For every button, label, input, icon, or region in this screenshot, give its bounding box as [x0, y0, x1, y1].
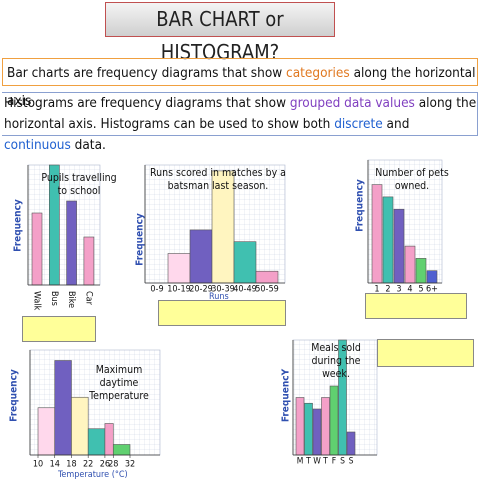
highlight: continuous [4, 137, 71, 153]
answer-box[interactable] [377, 339, 474, 367]
x-tick-label: 14 [50, 460, 60, 470]
text: along the horizontal axis [7, 65, 480, 109]
y-axis-label: Frequency [8, 369, 20, 422]
x-tick-label: 40-49 [233, 285, 257, 295]
x-tick-label: 10-19 [167, 285, 191, 295]
bar [87, 428, 106, 456]
chart-title: Pupils travelling to school [41, 172, 117, 197]
bar [404, 245, 416, 284]
bar [189, 229, 213, 284]
bar [393, 208, 405, 284]
bar [54, 360, 72, 456]
x-axis-label: Temperature (°C) [58, 470, 128, 480]
bar [167, 253, 191, 284]
bar [321, 397, 330, 456]
bar-chart-definition: Bar charts are frequency diagrams that s… [2, 58, 478, 109]
bar [329, 385, 339, 456]
bar [312, 408, 322, 456]
x-tick-label: 26 [100, 460, 110, 470]
bar [66, 200, 77, 286]
histogram-definition: Histograms are frequency diagrams that s… [2, 92, 480, 153]
highlight: categories [286, 65, 350, 81]
x-tick-label: Car [83, 291, 93, 306]
x-tick-label: W [313, 457, 321, 467]
x-tick-label: 50-59 [255, 285, 279, 295]
bar [382, 196, 394, 284]
bar [71, 396, 89, 456]
x-tick-label: 1 [374, 285, 379, 295]
bar [426, 270, 438, 284]
x-tick-label: S [340, 457, 345, 467]
x-tick-label: M [297, 457, 304, 467]
y-axis-label: Frequency [134, 213, 146, 266]
x-tick-label: 18 [66, 460, 76, 470]
x-tick-label: 20-29 [189, 285, 213, 295]
answer-box[interactable] [365, 293, 467, 319]
x-tick-label: 4 [407, 285, 412, 295]
bar [304, 402, 313, 456]
x-tick-label: 10 [33, 460, 43, 470]
x-tick-label: 3 [396, 285, 401, 295]
bar [233, 241, 257, 284]
text: Bar charts are frequency diagrams that s… [7, 65, 287, 81]
answer-box[interactable] [22, 316, 96, 342]
x-tick-label: 5 [418, 285, 423, 295]
chart-title: Maximum daytime Temperature [89, 364, 149, 402]
bar [31, 212, 43, 286]
x-tick-label: S [349, 457, 354, 467]
text: Histograms are frequency diagrams that s… [4, 95, 290, 111]
highlight: discrete [334, 116, 383, 132]
chart-title: Runs scored in matches by a batsman last… [150, 167, 286, 192]
x-tick-label: 28 [108, 460, 118, 470]
x-tick-label: 30-39 [211, 285, 235, 295]
y-axis-label: Frequency [12, 199, 24, 252]
bar [255, 270, 279, 284]
x-tick-label: T [322, 457, 328, 467]
y-axis-label: Frequency [354, 179, 366, 232]
x-tick-label: 2 [385, 285, 390, 295]
x-tick-label: 0-9 [150, 285, 163, 295]
y-axis-label: FrequencY [280, 368, 292, 423]
text: and [382, 116, 414, 132]
bar [104, 423, 114, 456]
bar [112, 444, 131, 456]
x-tick-label: 22 [83, 460, 93, 470]
bar [371, 184, 383, 284]
chart-title: Number of pets owned. [375, 167, 449, 192]
text: along the horizontal axis. Histograms ca… [4, 95, 480, 132]
bar [346, 431, 356, 456]
highlight: grouped data values [289, 95, 415, 111]
x-tick-label: Bike [66, 291, 76, 308]
answer-box[interactable] [158, 300, 286, 326]
chart-title: Meals sold during the week. [311, 342, 361, 380]
x-tick-label: Walk [32, 291, 42, 311]
x-tick-label: F [332, 457, 336, 467]
bar [295, 397, 305, 456]
page-title: BAR CHART or HISTOGRAM? [105, 2, 335, 64]
bar [415, 258, 427, 284]
x-tick-label: 6+ [426, 285, 438, 295]
x-tick-label: 32 [125, 460, 135, 470]
x-tick-label: Bus [49, 291, 59, 306]
text: data. [70, 137, 106, 153]
bar [83, 236, 95, 286]
x-axis-label: Runs [209, 292, 229, 302]
x-tick-label: T [305, 457, 311, 467]
bar [37, 407, 56, 456]
